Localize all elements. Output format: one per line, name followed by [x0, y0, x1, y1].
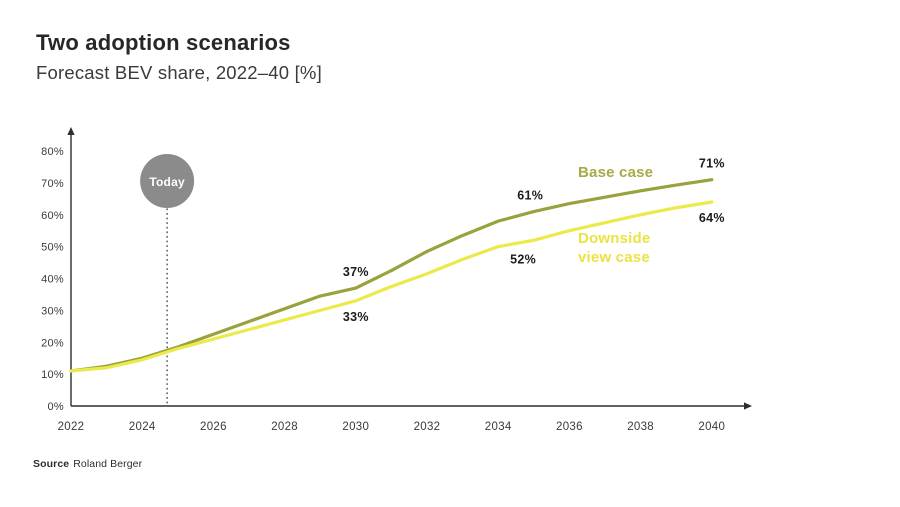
series-label-base-case: Base case [578, 164, 653, 181]
y-tick-label: 40% [41, 274, 64, 286]
y-tick-label: 80% [41, 146, 64, 158]
y-tick-label: 10% [41, 369, 64, 381]
x-tick-label: 2032 [414, 421, 441, 433]
data-label: 71% [699, 157, 725, 171]
page-subtitle: Forecast BEV share, 2022–40 [%] [36, 62, 322, 83]
x-tick-label: 2040 [698, 421, 725, 433]
x-tick-label: 2028 [271, 421, 298, 433]
y-tick-label: 0% [48, 401, 65, 413]
y-tick-label: 60% [41, 210, 64, 222]
today-marker [140, 154, 195, 208]
y-tick-label: 70% [41, 178, 64, 190]
data-label: 64% [699, 211, 725, 225]
source-note: Source Roland Berger [33, 458, 142, 470]
data-label: 61% [517, 189, 543, 203]
series-label-downside-case: view case [578, 249, 650, 266]
source-text: Roland Berger [73, 458, 143, 470]
x-axis-arrow [744, 402, 752, 410]
x-tick-label: 2036 [556, 421, 583, 433]
y-axis-arrow [67, 127, 75, 135]
y-tick-label: 20% [41, 337, 64, 349]
data-label: 33% [343, 310, 369, 324]
x-tick-label: 2024 [129, 421, 156, 433]
data-label: 37% [343, 265, 369, 279]
x-tick-label: 2038 [627, 421, 654, 433]
y-tick-label: 30% [41, 305, 64, 317]
x-tick-label: 2026 [200, 421, 227, 433]
data-label: 52% [510, 252, 536, 266]
today-label: Today [149, 175, 185, 189]
x-tick-label: 2030 [342, 421, 369, 433]
series-line-downside-case [69, 200, 714, 373]
x-tick-label: 2034 [485, 421, 512, 433]
page-title: Two adoption scenarios [36, 30, 291, 55]
source-label: Source [33, 458, 70, 470]
series-label-downside-case: Downside [578, 230, 650, 247]
y-tick-label: 50% [41, 242, 64, 254]
x-tick-label: 2022 [58, 421, 85, 433]
